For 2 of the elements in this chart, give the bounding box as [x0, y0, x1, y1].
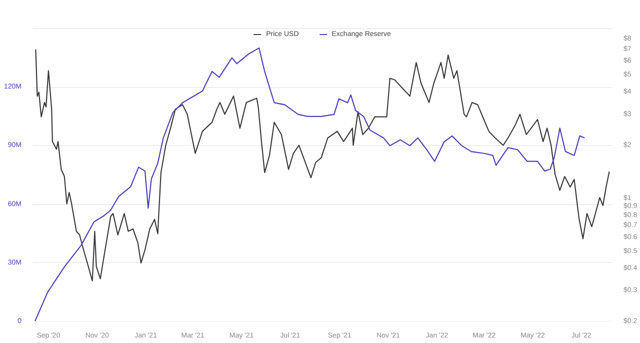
line-series	[35, 48, 610, 282]
line-series	[34, 47, 586, 322]
